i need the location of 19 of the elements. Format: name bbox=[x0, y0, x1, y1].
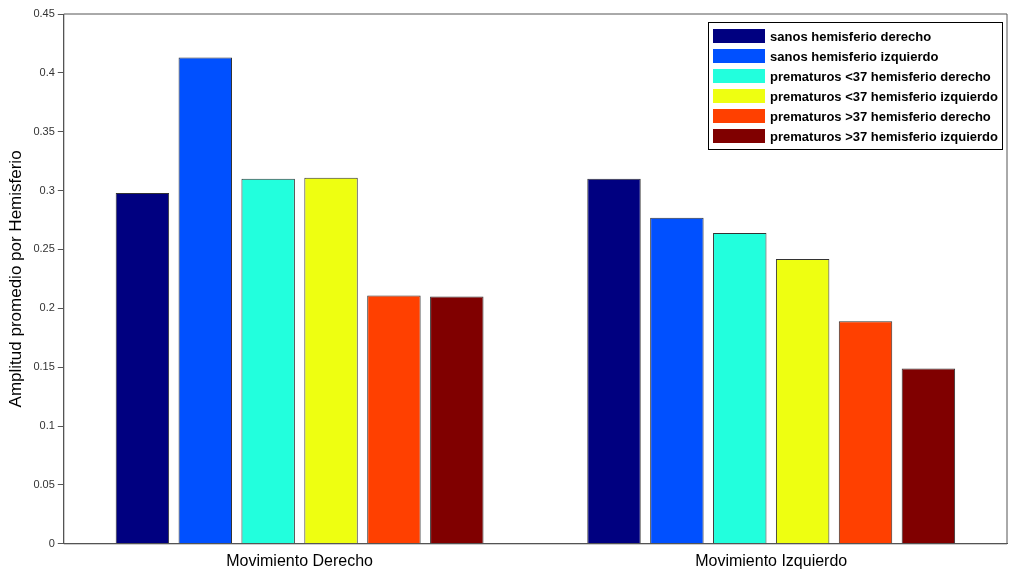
x-tick-label: Movimiento Derecho bbox=[226, 551, 374, 569]
y-tick-label: 0.3 bbox=[39, 183, 55, 196]
y-tick-label: 0.4 bbox=[39, 65, 55, 78]
y-tick-label: 0 bbox=[48, 536, 55, 549]
legend-label: sanos hemisferio izquierdo bbox=[770, 48, 939, 64]
y-tick-label: 0.15 bbox=[33, 360, 55, 373]
y-tick-label: 0.05 bbox=[33, 477, 55, 490]
y-tick-label: 0.25 bbox=[33, 242, 55, 255]
y-tick-label: 0.35 bbox=[33, 124, 55, 137]
legend-label: prematuros >37 hemisferio derecho bbox=[770, 108, 991, 124]
legend-label: prematuros <37 hemisferio izquierdo bbox=[770, 88, 998, 104]
y-tick-label: 0.2 bbox=[39, 301, 55, 314]
legend-label: prematuros <37 hemisferio derecho bbox=[770, 68, 991, 84]
y-tick-label: 0.45 bbox=[33, 7, 55, 20]
legend-label: prematuros >37 hemisferio izquierdo bbox=[770, 128, 998, 144]
legend-label: sanos hemisferio derecho bbox=[770, 28, 932, 44]
y-tick-label: 0.1 bbox=[39, 419, 55, 432]
y-axis-title: Amplitud promedio por Hemisferio bbox=[5, 150, 25, 408]
x-tick-label: Movimiento Izquierdo bbox=[695, 551, 848, 569]
